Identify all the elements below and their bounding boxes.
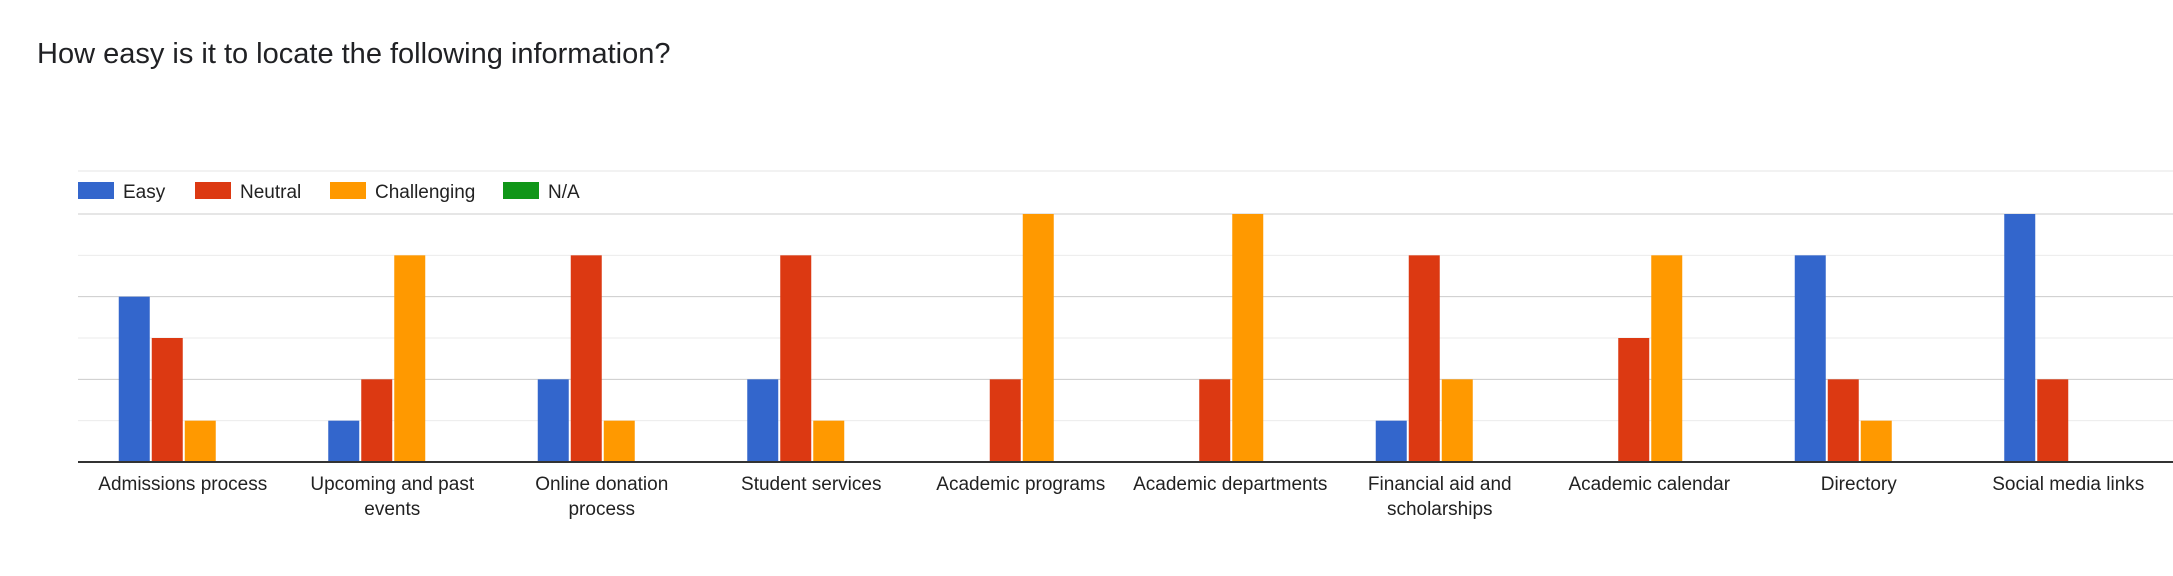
bar-easy [747,379,779,462]
legend: Easy Neutral Challenging N/A [78,182,580,203]
legend-item-neutral: Neutral [195,182,301,203]
bar-neutral [361,379,393,462]
bar-easy [118,296,150,462]
legend-label: Easy [123,182,166,203]
bar-neutral [570,255,602,462]
bar-neutral [989,379,1021,462]
bar-neutral [1408,255,1440,462]
x-tick-label: Upcoming and past events [310,474,474,520]
bar-easy [2004,214,2036,462]
x-tick-label: Online donation process [535,474,668,520]
bar-challenging [603,420,635,462]
legend-label: N/A [548,182,580,203]
bars [118,214,2069,462]
x-tick-label: Academic programs [936,474,1105,495]
legend-label: Neutral [240,182,301,203]
bar-challenging [1232,214,1264,462]
bar-neutral [780,255,812,462]
x-tick-label: Financial aid and scholarships [1368,474,1512,520]
x-tick-label: Student services [741,474,881,495]
legend-swatch [195,182,231,199]
bar-neutral [1199,379,1231,462]
bar-easy [328,420,360,462]
bar-neutral [2037,379,2069,462]
bar-challenging [1441,379,1473,462]
bar-neutral [1827,379,1859,462]
legend-label: Challenging [375,182,475,203]
chart-title: How easy is it to locate the following i… [37,38,671,70]
legend-item-n-a: N/A [503,182,580,203]
bar-neutral [151,338,183,462]
bar-neutral [1618,338,1650,462]
bar-challenging [813,420,845,462]
bar-easy [1375,420,1407,462]
bar-challenging [1022,214,1054,462]
bar-challenging [1860,420,1892,462]
bar-easy [1794,255,1826,462]
x-tick-labels: Admissions process Upcoming and past event… [98,474,2144,520]
bar-easy [537,379,569,462]
legend-swatch [330,182,366,199]
legend-swatch [78,182,114,199]
legend-item-easy: Easy [78,182,166,203]
legend-swatch [503,182,539,199]
x-tick-label: Directory [1821,474,1898,495]
x-tick-label: Academic departments [1133,474,1327,495]
bar-challenging [184,420,216,462]
x-tick-label: Admissions process [98,474,267,495]
bar-challenging [1651,255,1683,462]
x-tick-label: Social media links [1992,474,2144,495]
legend-item-challenging: Challenging [330,182,475,203]
bar-challenging [394,255,426,462]
x-tick-label: Academic calendar [1568,474,1730,495]
